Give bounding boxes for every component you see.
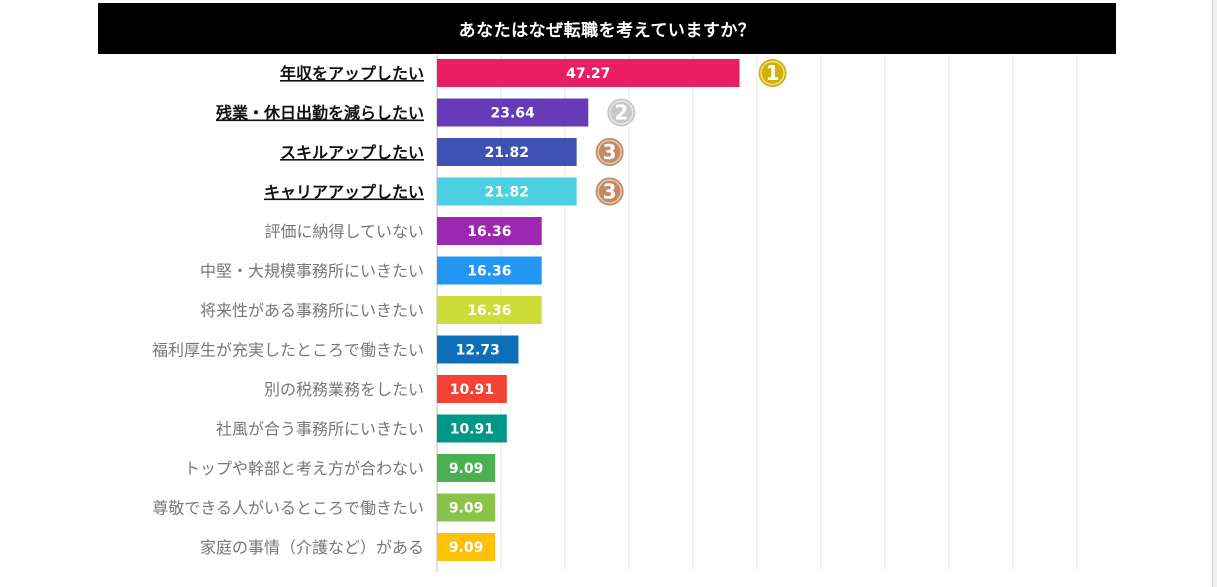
chart-title: あなたはなぜ転職を考えていますか？ [458, 21, 756, 41]
bar [437, 493, 496, 522]
rank-medal-icon [593, 175, 626, 208]
bar [437, 375, 507, 403]
rank-medal-ring [597, 139, 622, 165]
bar [437, 59, 740, 87]
category-label: 社風が合う事務所にいきたい [216, 420, 424, 439]
data-label: 9.09 [449, 461, 484, 477]
category-label: 尊敬できる人がいるところで働きたい [152, 499, 424, 518]
rank-medal-icon [605, 96, 638, 129]
data-label: 16.36 [467, 224, 511, 240]
data-label: 16.36 [467, 303, 511, 319]
rank-number: 3 [603, 180, 617, 204]
rank-medal-ring [609, 100, 634, 125]
category-label: トップや幹部と考え方が合わない [184, 459, 424, 478]
rank-number: 1 [766, 61, 780, 85]
data-label: 10.91 [450, 422, 494, 438]
bar [437, 217, 542, 245]
category-label[interactable]: 残業・休日出勤を減らしたい [216, 104, 424, 123]
rank-number: 3 [603, 140, 617, 164]
bar [437, 296, 542, 324]
data-label: 23.64 [490, 106, 535, 122]
data-label: 12.73 [456, 343, 500, 359]
category-label: 評価に納得していない [264, 222, 424, 241]
bar [437, 335, 519, 364]
bar [437, 454, 496, 482]
rank-medal-ring [760, 60, 785, 86]
data-label: 21.82 [485, 185, 529, 201]
window-right-edge [1212, 0, 1217, 587]
category-label[interactable]: スキルアップしたい [280, 143, 424, 162]
data-label: 21.82 [485, 145, 529, 161]
data-label: 9.09 [449, 501, 484, 517]
category-label[interactable]: 年収をアップしたい [280, 64, 424, 83]
category-label: 家庭の事情（介護など）がある [200, 538, 424, 557]
bar [437, 533, 496, 561]
category-label: 中堅・大規模事務所にいきたい [200, 262, 424, 281]
bar [437, 98, 589, 127]
rank-medal-ring [597, 179, 622, 204]
category-label[interactable]: キャリアアップしたい [264, 183, 424, 202]
category-label: 将来性がある事務所にいきたい [200, 301, 424, 320]
bar [437, 138, 577, 166]
bar [437, 256, 542, 285]
category-label: 別の税務業務をしたい [264, 380, 424, 399]
data-label: 9.09 [449, 540, 484, 556]
rank-number: 2 [614, 101, 628, 125]
data-label: 10.91 [450, 382, 494, 398]
data-label: 16.36 [467, 264, 511, 280]
category-label: 福利厚生が充実したところで働きたい [152, 341, 424, 360]
rank-medal-icon [593, 136, 626, 168]
bar [437, 414, 507, 443]
chart-title-bar: あなたはなぜ転職を考えていますか？ [98, 3, 1116, 54]
data-label: 47.27 [566, 66, 610, 82]
bar [437, 177, 577, 206]
rank-medal-icon [756, 57, 789, 89]
